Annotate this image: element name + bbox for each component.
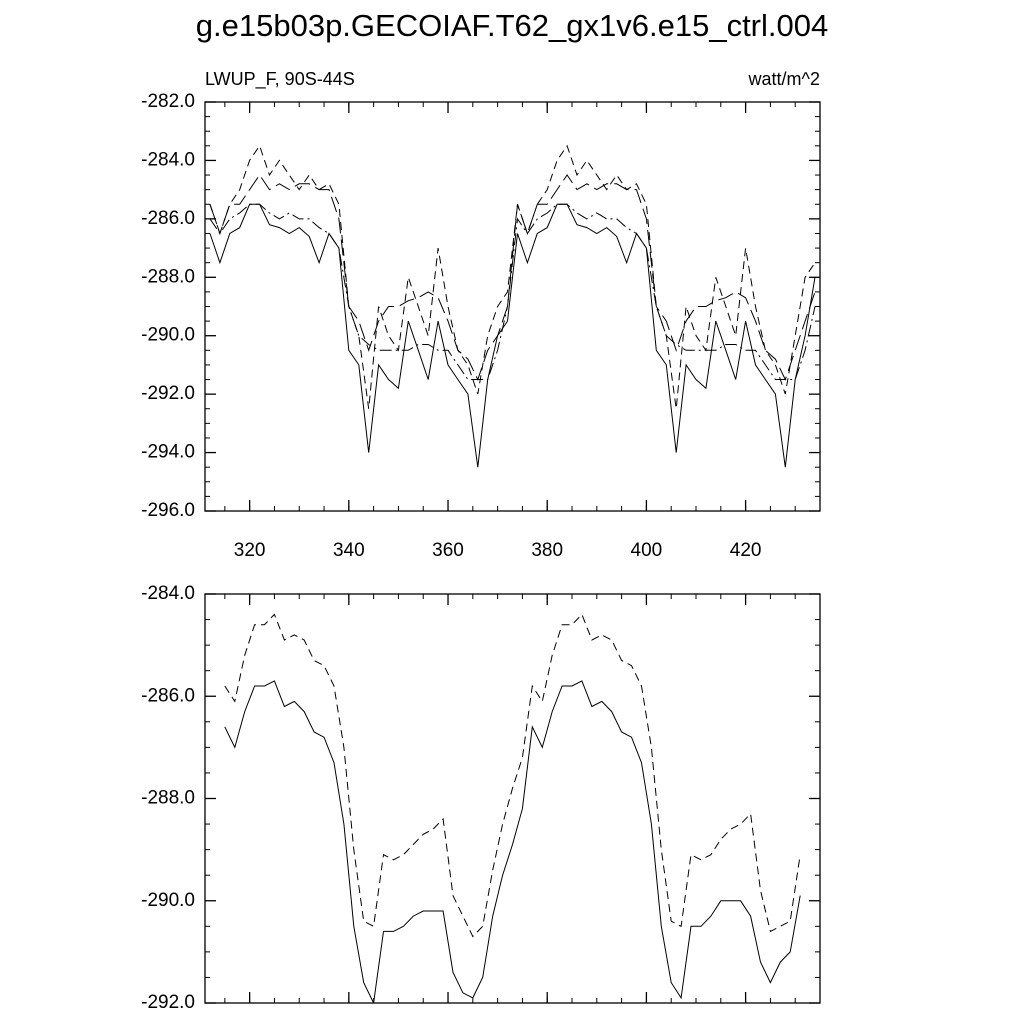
series-line: [209, 174, 816, 381]
x-tick-label: 340: [333, 540, 365, 561]
x-tick-label: 400: [631, 540, 663, 561]
plot: -282.0 -284.0 -286.0 -288.0 -290.0 -292.0 -294…: [141, 69, 821, 561]
y-tick-label: -286.0: [141, 685, 195, 706]
y-tick-label: -296.0: [141, 500, 195, 521]
y-tick-label: -288.0: [141, 266, 195, 287]
y-tick-label: -286.0: [141, 208, 195, 229]
plot: -284.0 -286.0 -288.0 -290.0 -292.0: [141, 583, 821, 1013]
y-tick-label: -288.0: [141, 788, 195, 809]
series-line: [209, 144, 816, 409]
x-tick-label: 360: [432, 540, 464, 561]
x-tick-label: 420: [730, 540, 762, 561]
y-tick-label: -284.0: [141, 583, 195, 604]
x-tick-label: 380: [531, 540, 563, 561]
series-line: [224, 613, 801, 938]
plot-frame: [204, 593, 821, 1004]
series-line: [209, 203, 816, 468]
y-tick-label: -290.0: [141, 325, 195, 346]
y-tick-label: -294.0: [141, 442, 195, 463]
y-tick-label: -292.0: [141, 383, 195, 404]
right-string: watt/m^2: [748, 69, 820, 89]
y-tick-label: -282.0: [141, 91, 195, 112]
series-line: [224, 680, 801, 1003]
x-tick-label: 320: [234, 540, 266, 561]
page-title: g.e15b03p.GECOIAF.T62_gx1v6.e15_ctrl.004: [196, 8, 828, 43]
left-string: LWUP_F, 90S-44S: [205, 69, 355, 90]
y-tick-label: -292.0: [141, 992, 195, 1013]
series-line: [209, 203, 816, 380]
y-tick-label: -290.0: [141, 890, 195, 911]
plot-frame: [204, 101, 821, 512]
y-tick-label: -284.0: [141, 149, 195, 170]
